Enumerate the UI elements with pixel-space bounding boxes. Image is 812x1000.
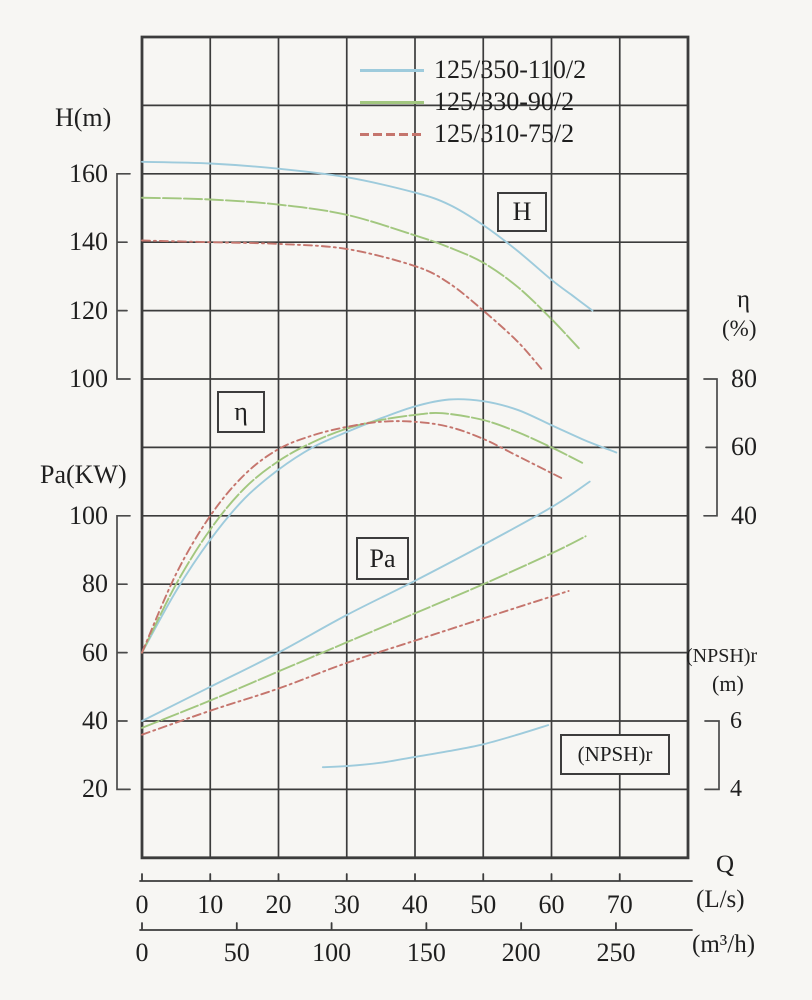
npsh-curve-label-box: (NPSH)r <box>560 734 670 775</box>
eta-scale-bracket <box>703 378 718 517</box>
h-tick-160: 160 <box>69 158 108 188</box>
npsh-axis-unit: (m) <box>712 671 744 696</box>
q-axis-unit-lps: (L/s) <box>696 886 745 913</box>
eta-tick-40: 40 <box>731 500 757 530</box>
q-lps-tick-0: 0 <box>135 890 149 919</box>
eta-tick-60: 60 <box>731 432 757 462</box>
q-axis-title: Q <box>716 851 735 878</box>
q-m3h-tick-150: 150 <box>406 938 446 967</box>
grid-lines <box>141 36 689 859</box>
curve-Pa-green <box>141 535 587 729</box>
curve-H-blue <box>141 160 594 312</box>
pa-axis-title: Pa(KW) <box>40 460 127 489</box>
eta-tick-80: 80 <box>731 364 757 393</box>
q-lps-axis <box>139 873 693 882</box>
pa-tick-60: 60 <box>82 637 108 667</box>
q-lps-tick-40: 40 <box>402 890 428 919</box>
pa-scale-bracket <box>116 514 131 791</box>
legend-label: 125/330-90/2 <box>434 87 575 116</box>
curve-Pa-red <box>141 590 570 736</box>
q-m3h-tick-200: 200 <box>501 938 541 967</box>
h-scale-bracket <box>116 172 131 380</box>
curve-H-green <box>141 196 580 350</box>
plot-border <box>140 35 690 860</box>
h-tick-140: 140 <box>69 227 108 257</box>
pa-curve-label-box: Pa <box>356 537 409 580</box>
curve-eta-blue <box>141 398 618 654</box>
curve-Pa-blue <box>141 480 591 722</box>
q-lps-tick-60: 60 <box>538 890 565 919</box>
chart-legend: 125/350-110/2 125/330-90/2 125/310-75/2 <box>360 54 586 150</box>
pa-tick-80: 80 <box>82 569 108 599</box>
curve-NPSHr-blue <box>321 724 550 769</box>
pa-tick-40: 40 <box>82 706 108 735</box>
h-tick-120: 120 <box>69 295 108 325</box>
h-tick-100: 100 <box>69 364 108 393</box>
npsh-tick-6: 6 <box>730 708 742 734</box>
q-lps-tick-70: 70 <box>606 890 633 919</box>
eta-axis-title: η <box>737 286 751 313</box>
legend-line-green-icon <box>360 100 424 104</box>
h-curve-label-box: H <box>497 192 547 232</box>
npsh-tick-4: 4 <box>730 776 742 803</box>
legend-label: 125/350-110/2 <box>434 55 587 84</box>
eta-curve-label-box: η <box>217 391 265 433</box>
legend-line-blue-icon <box>360 68 424 72</box>
npsh-scale-bracket <box>704 720 720 791</box>
curve-H-red <box>141 239 543 370</box>
legend-item: 125/310-75/2 <box>360 118 586 150</box>
q-lps-tick-50: 50 <box>470 890 497 919</box>
q-m3h-tick-250: 250 <box>596 938 636 967</box>
q-m3h-tick-100: 100 <box>312 938 352 967</box>
legend-item: 125/350-110/2 <box>360 54 586 86</box>
q-axis-unit-m3h: (m³/h) <box>692 931 756 958</box>
q-lps-tick-10: 10 <box>197 890 224 919</box>
h-axis-title: H(m) <box>55 103 112 132</box>
q-m3h-tick-50: 50 <box>223 938 250 967</box>
q-m3h-axis <box>139 922 693 931</box>
q-lps-tick-20: 20 <box>265 890 292 919</box>
legend-line-red-icon <box>360 132 424 136</box>
curve-eta-red <box>141 420 563 654</box>
q-m3h-tick-0: 0 <box>135 938 149 967</box>
curve-eta-green <box>141 411 584 654</box>
npsh-axis-title: (NPSH)r <box>686 645 758 667</box>
q-lps-tick-30: 30 <box>333 890 360 919</box>
legend-label: 125/310-75/2 <box>434 119 575 148</box>
pa-tick-20: 20 <box>82 774 108 804</box>
legend-item: 125/330-90/2 <box>360 86 586 118</box>
pa-tick-100: 100 <box>69 500 108 530</box>
eta-axis-unit: (%) <box>722 316 757 341</box>
